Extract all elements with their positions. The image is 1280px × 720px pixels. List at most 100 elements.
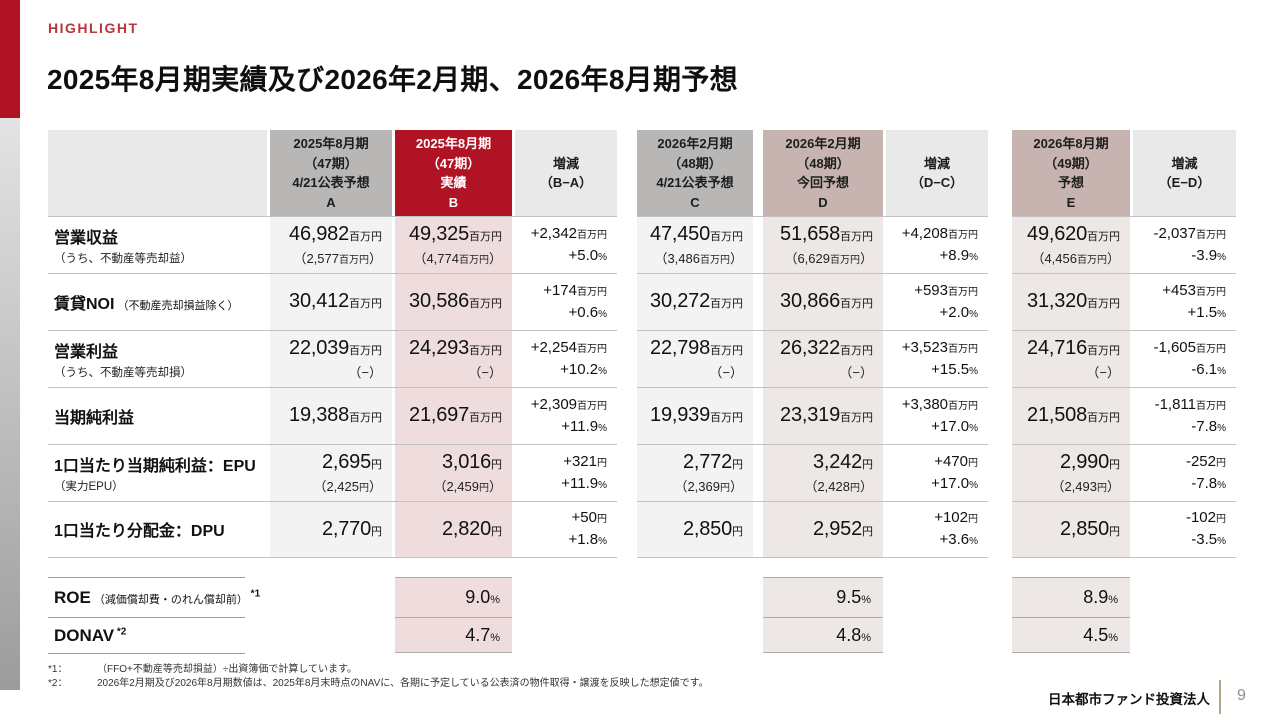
diff-line-1: +8.9% [939,245,978,267]
cell-r1-ED: +453百万円 +1.5% [1133,273,1236,330]
diff-unit: 百万円 [1196,229,1226,241]
cell-r0-A: 46,982百万円 （2,577百万円） [270,216,392,273]
diff-unit: % [598,536,607,547]
value: 49,325 [409,222,469,245]
extra-label-sup: *1 [247,587,261,599]
diff-line-1: +11.9% [561,473,607,495]
header-cell-D: 2026年2月期 （48期） 今回予想 D [763,130,883,216]
row-divider [1012,444,1236,445]
extra-value: 4.8% [836,625,871,646]
value: 19,939 [650,404,710,426]
diff-value: -6.1 [1191,360,1218,378]
sub-value-paren: ） [729,250,743,266]
extra-value-number: 4.8 [836,624,862,645]
cell-r3-C: 19,939百万円 [637,387,753,444]
row-label-header-spacer [48,130,267,216]
diff-value: +2,342 [530,224,577,242]
value-unit: 百万円 [349,230,382,243]
cell-r0-E: 49,620百万円 （4,456百万円） [1012,216,1130,273]
value-line: 49,620百万円 [1027,223,1120,246]
header-cell-A: 2025年8月期 （47期） 4/21公表予想 A [270,130,392,216]
value-line: 3,016円 [442,451,502,474]
row-label-column: 営業収益 （うち、不動産等売却益） 賃貸NOI （不動産売却損益除く） 営業利益 （うち… [48,130,267,557]
diff-value: +17.0 [931,474,970,492]
value-unit: 百万円 [469,230,502,243]
diff-unit: % [1217,308,1226,320]
diff-unit: 百万円 [948,400,978,412]
value: 26,322 [780,336,840,359]
extra-label-sup: *2 [114,625,127,637]
sub-value: （2,369 [674,478,720,494]
diff-value: +2.0 [939,303,970,321]
diff-line-0: -1,811百万円 [1155,394,1226,416]
extra-value-unit: % [490,631,500,644]
diff-value: -7.8 [1191,474,1218,492]
cell-r2-BA: +2,254百万円 +10.2% [515,330,617,387]
cell-r2-A: 22,039百万円 （−） [270,330,392,387]
extra-box-D: 9.5% 4.8% [763,577,883,653]
sub-value-line: （4,774百万円） [413,248,502,267]
sub-value-line: （2,577百万円） [293,248,382,267]
diff-unit: 円 [597,514,607,526]
row-label-note: （不動産売却損益除く） [114,299,239,312]
extra-value-unit: % [861,594,871,606]
diff-unit: 円 [597,457,607,469]
extra-box-B: 9.0% 4.7% [395,577,512,653]
sub-value-unit: 円 [478,482,489,494]
cell-r0-C: 47,450百万円 （3,486百万円） [637,216,753,273]
value: 22,798 [650,336,710,359]
column-E: 2026年8月期 （49期） 予想 E 49,620百万円 （4,456百万円） 31… [1012,130,1130,557]
diff-value: +17.0 [931,417,970,435]
row-divider [1012,501,1236,502]
extra-value: 4.5% [1083,625,1118,646]
value: 2,990 [1059,450,1109,473]
cell-r5-BA: +50円 +1.8% [515,501,617,557]
diff-line-1: +3.6% [939,529,978,551]
value: 30,586 [409,290,469,312]
sub-value: （2,577 [293,250,339,266]
value-unit: 百万円 [840,230,873,243]
cell-r0-DC: +4,208百万円 +8.9% [886,216,988,273]
sub-value: （−） [468,364,502,380]
value: 21,508 [1027,404,1087,426]
cell-r3-DC: +3,380百万円 +17.0% [886,387,988,444]
cell-r2-ED: -1,605百万円 -6.1% [1133,330,1236,387]
extra-value-number: 4.7 [465,624,491,645]
diff-line-1: +5.0% [568,245,607,267]
row-divider [1012,387,1236,388]
cell-r4-BA: +321円 +11.9% [515,444,617,501]
value-unit: 円 [371,525,382,538]
value-line: 24,293百万円 [409,337,502,360]
sub-value-paren: ） [859,478,873,494]
cell-r1-E: 31,320百万円 [1012,273,1130,330]
diff-line-0: +3,523百万円 [902,337,978,359]
cell-r4-C: 2,772円 （2,369円） [637,444,753,501]
row-label-text: 営業収益 [54,224,118,248]
row-label-text: 営業利益 [54,338,118,362]
diff-line-0: +174百万円 [543,280,607,302]
row-divider [1012,216,1236,217]
value: 22,039 [289,336,349,359]
cell-r5-A: 2,770円 [270,501,392,557]
header-cell-E: 2026年8月期 （49期） 予想 E [1012,130,1130,216]
extra-cell-E-0: 8.9% [1012,578,1130,617]
diff-line-0: -2,037百万円 [1153,223,1226,245]
row-label-text: 賃貸NOI （不動産売却損益除く） [54,290,239,314]
diff-value: +470 [934,452,968,470]
cell-r2-D: 26,322百万円 （−） [763,330,883,387]
diff-value: +8.9 [939,246,970,264]
row-divider [637,501,988,502]
value: 3,242 [812,450,862,473]
sub-value-paren: ） [368,478,382,494]
diff-value: +2,254 [530,338,577,356]
sub-value: （6,629 [784,250,830,266]
diff-line-1: +2.0% [939,302,978,324]
value: 23,319 [780,404,840,426]
value-unit: 百万円 [1087,230,1120,243]
value-unit: 百万円 [840,298,873,310]
value-unit: 百万円 [710,344,743,357]
page-title: 2025年8月期実績及び2026年2月期、2026年8月期予想 [47,64,738,95]
diff-unit: % [598,365,607,377]
footnote-label: *1： [48,664,68,675]
cell-r2-C: 22,798百万円 （−） [637,330,753,387]
